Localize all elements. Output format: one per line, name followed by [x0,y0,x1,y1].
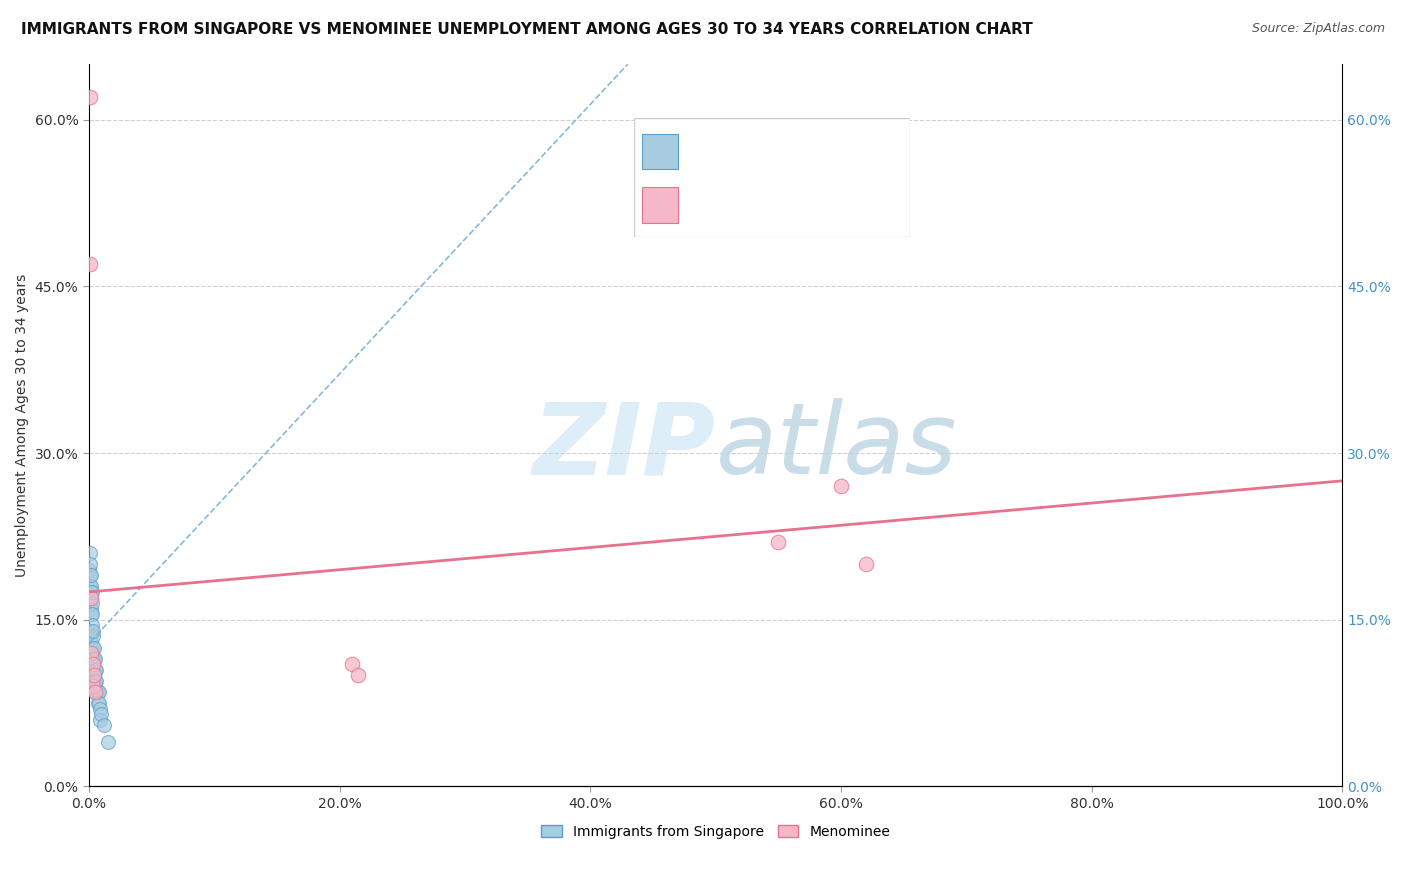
Point [80,618,103,632]
Point [86,685,108,699]
Point [82,680,104,694]
Point [86,673,108,688]
Point [768,535,790,549]
Point [80,607,103,622]
Text: Source: ZipAtlas.com: Source: ZipAtlas.com [1251,22,1385,36]
Point [82,673,104,688]
Text: atlas: atlas [716,399,957,495]
Point [97,735,120,749]
Point [79,579,101,593]
Point [340,657,363,672]
Point [83,663,105,677]
Point [80,646,103,660]
Point [89,701,111,715]
Point [80,585,103,599]
Point [80,635,103,649]
Point [87,696,110,710]
Point [80,568,103,582]
Point [79,568,101,582]
Point [84,685,107,699]
Point [83,668,105,682]
Point [80,585,103,599]
Point [79,257,101,271]
Point [87,685,110,699]
Point [82,657,104,672]
Point [79,90,101,104]
Point [82,624,104,638]
Point [80,579,103,593]
Point [80,591,103,605]
Point [84,663,107,677]
Point [80,624,103,638]
Text: ZIP: ZIP [533,399,716,495]
Point [80,596,103,610]
Point [93,718,115,732]
Point [90,707,112,722]
Point [84,651,107,665]
Point [79,591,101,605]
Point [82,629,104,643]
Point [830,479,852,493]
Legend: Immigrants from Singapore, Menominee: Immigrants from Singapore, Menominee [536,820,896,845]
Point [86,696,108,710]
Point [80,601,103,615]
Point [79,557,101,571]
Point [80,646,103,660]
Y-axis label: Unemployment Among Ages 30 to 34 years: Unemployment Among Ages 30 to 34 years [15,274,30,577]
Point [82,663,104,677]
Point [855,557,877,571]
Point [83,673,105,688]
Point [86,685,108,699]
Point [347,668,370,682]
Point [84,685,107,699]
Point [89,713,111,727]
Point [84,673,107,688]
Point [79,563,101,577]
Point [80,607,103,622]
Point [83,640,105,655]
Point [80,591,103,605]
Text: IMMIGRANTS FROM SINGAPORE VS MENOMINEE UNEMPLOYMENT AMONG AGES 30 TO 34 YEARS CO: IMMIGRANTS FROM SINGAPORE VS MENOMINEE U… [21,22,1033,37]
Point [86,663,108,677]
Point [82,640,104,655]
Point [82,651,104,665]
Point [80,624,103,638]
Point [79,546,101,560]
Point [83,651,105,665]
